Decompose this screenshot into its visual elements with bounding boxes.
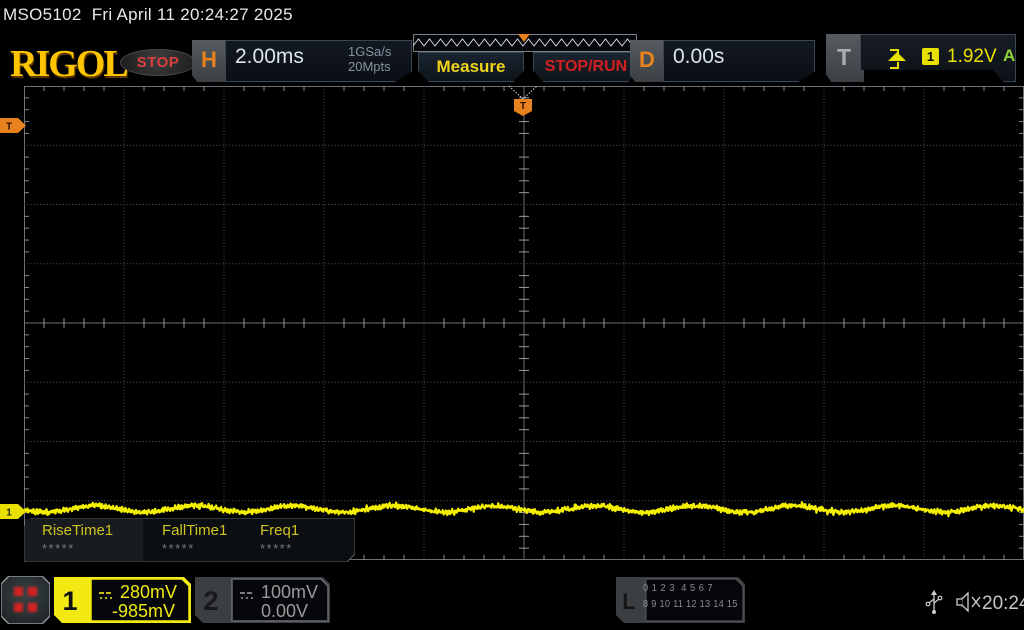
svg-text:2: 2 — [203, 586, 218, 616]
svg-text:T: T — [520, 101, 526, 112]
svg-text:L: L — [622, 589, 635, 614]
svg-text:1: 1 — [6, 508, 12, 519]
svg-text:1: 1 — [62, 586, 77, 616]
svg-text:T: T — [6, 122, 12, 133]
